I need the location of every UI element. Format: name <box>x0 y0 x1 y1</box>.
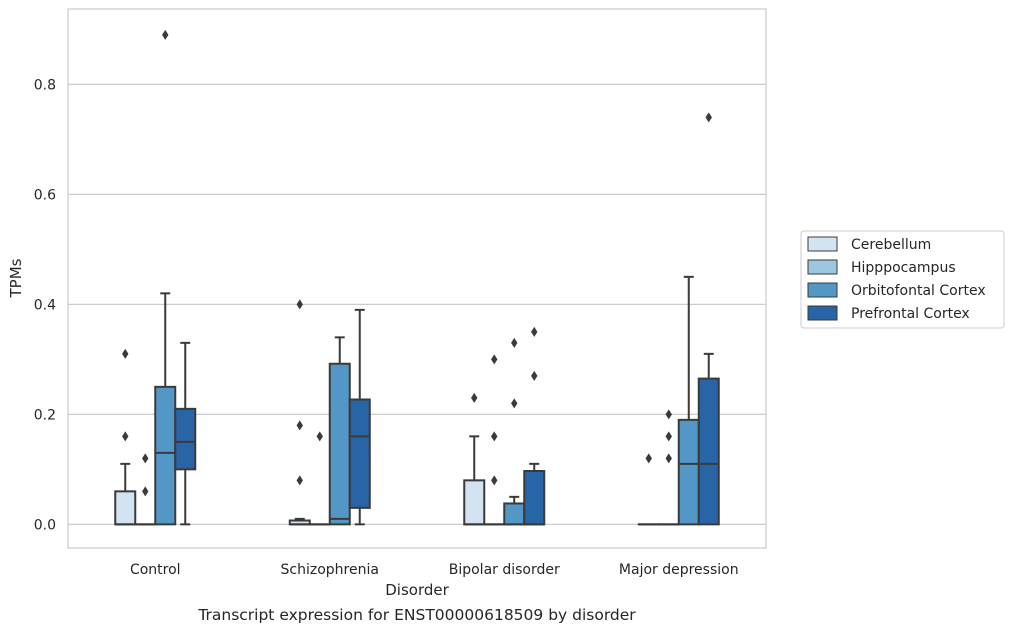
outlier-point <box>296 299 303 310</box>
outlier-point <box>142 453 149 464</box>
legend-swatch <box>807 259 838 275</box>
box-group <box>308 431 331 526</box>
box-group <box>677 275 700 526</box>
box-iqr <box>523 470 546 526</box>
box-group <box>503 337 526 526</box>
y-tick-label: 0.2 <box>34 407 56 423</box>
outlier-point <box>705 112 712 123</box>
y-tick-label: 0.8 <box>34 77 56 93</box>
legend: Cerebellum Hipppocampus Orbitofontal Corte… <box>800 230 1005 329</box>
box-iqr <box>348 398 371 509</box>
outlier-point <box>491 475 498 486</box>
legend-label: Prefrontal Cortex <box>851 306 970 322</box>
x-tick-label: Schizophrenia <box>281 562 379 578</box>
legend-item: Hipppocampus <box>807 259 956 276</box>
y-tick-label: 0.4 <box>34 297 56 313</box>
box-iqr <box>503 502 526 526</box>
box-iqr <box>697 377 720 526</box>
legend-swatch <box>807 236 838 252</box>
x-tick-labels: Control Schizophrenia Bipolar disorder Majo… <box>130 562 739 578</box>
outlier-point <box>162 29 169 40</box>
outlier-point <box>645 453 652 464</box>
legend-item: Prefrontal Cortex <box>807 305 970 322</box>
legend-swatch <box>807 305 838 321</box>
box-group <box>328 336 351 526</box>
legend-label: Hipppocampus <box>851 260 956 276</box>
legend-label: Orbitofontal Cortex <box>851 283 986 299</box>
box-iqr <box>154 385 177 526</box>
box-group <box>134 453 157 526</box>
box-iqr <box>328 362 351 526</box>
box-iqr <box>114 490 137 526</box>
y-tick-label: 0.0 <box>34 517 56 533</box>
outlier-point <box>531 326 538 337</box>
box-group <box>114 348 137 526</box>
outlier-point <box>511 337 518 348</box>
outlier-point <box>665 431 672 442</box>
outlier-point <box>665 409 672 420</box>
figure-caption: Transcript expression for ENST0000061850… <box>198 606 636 624</box>
legend-swatch <box>807 282 838 298</box>
outlier-point <box>511 398 518 409</box>
box-iqr <box>677 418 700 526</box>
y-tick-label: 0.6 <box>34 187 56 203</box>
x-tick-label: Control <box>130 562 181 578</box>
outlier-point <box>296 475 303 486</box>
legend-label: Cerebellum <box>851 237 931 253</box>
box-group <box>523 326 546 526</box>
outlier-point <box>471 392 478 403</box>
box-iqr <box>174 407 197 471</box>
box-group <box>154 29 177 526</box>
box-group <box>637 453 660 526</box>
box-group <box>483 354 506 526</box>
box-group <box>288 299 311 526</box>
y-tick-labels: 0.0 0.2 0.4 0.6 0.8 <box>34 77 56 533</box>
box-group <box>697 112 720 526</box>
boxes <box>114 29 720 526</box>
x-tick-label: Bipolar disorder <box>449 562 560 578</box>
x-axis-label: Disorder <box>385 581 449 599</box>
legend-item: Cerebellum <box>807 236 931 253</box>
box-iqr <box>463 479 486 526</box>
box-group <box>348 308 371 526</box>
outlier-point <box>316 431 323 442</box>
outlier-point <box>122 348 129 359</box>
box-group <box>463 392 486 526</box>
box-group <box>657 409 680 526</box>
legend-item: Orbitofontal Cortex <box>807 282 986 299</box>
outlier-point <box>665 453 672 464</box>
outlier-point <box>491 354 498 365</box>
outlier-point <box>491 431 498 442</box>
x-tick-label: Major depression <box>619 562 739 578</box>
outlier-point <box>296 420 303 431</box>
box-group <box>174 341 197 526</box>
outlier-point <box>122 431 129 442</box>
plot-frame <box>67 8 767 549</box>
outlier-point <box>142 486 149 497</box>
legend-frame <box>800 230 1005 329</box>
outlier-point <box>531 370 538 381</box>
y-axis-label: TPMs <box>7 258 25 298</box>
